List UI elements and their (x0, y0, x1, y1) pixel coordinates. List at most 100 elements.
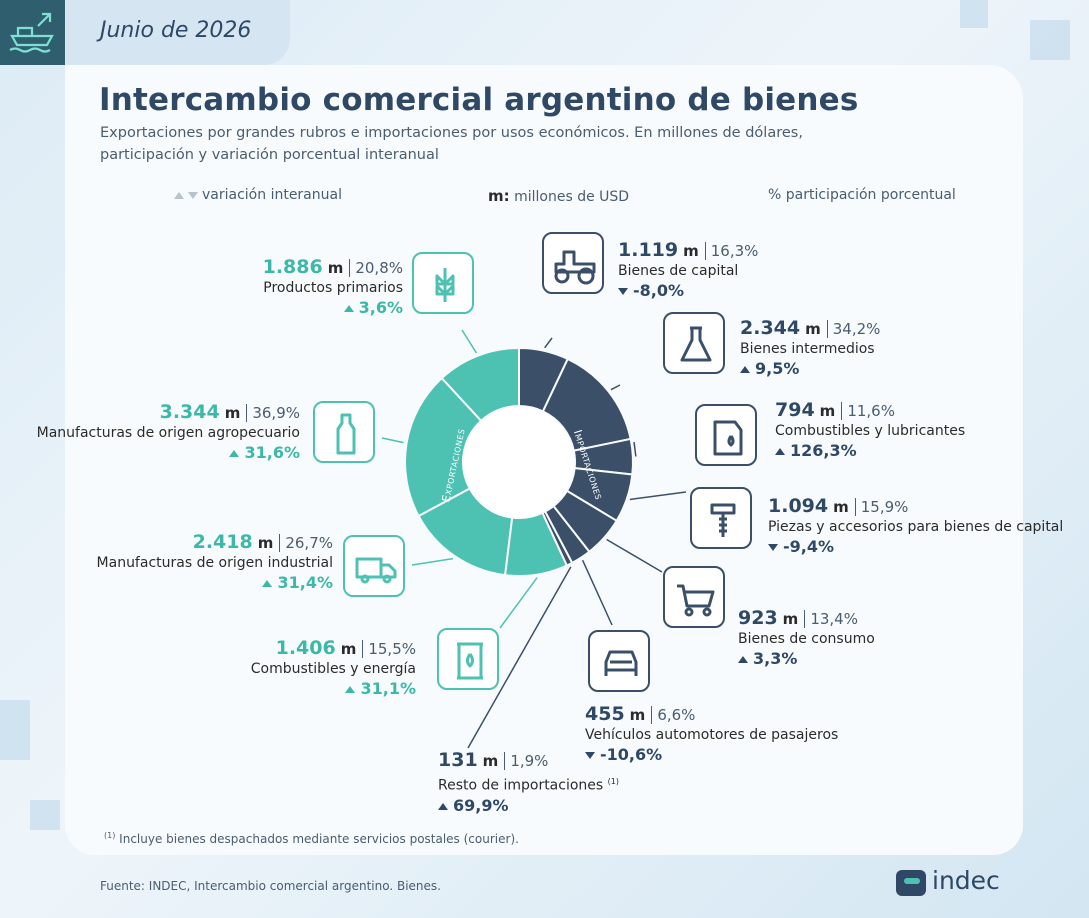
amount: 923 (738, 607, 778, 629)
category-name: Manufacturas de origen agropecuario (0, 425, 300, 442)
share: 36,9% (246, 404, 300, 422)
category-name: Combustibles y energía (116, 661, 416, 678)
amount: 2.418 (192, 531, 253, 553)
label-block: 1.886 m 20,8% Productos primarios 3,6% (103, 255, 403, 319)
change-arrow (738, 656, 748, 663)
change: 3,6% (103, 297, 403, 319)
change-arrow (740, 366, 750, 373)
category-name: Manufacturas de origen industrial (33, 555, 333, 572)
amount: 1.119 (618, 239, 679, 261)
unit: m (340, 640, 357, 658)
change-arrow (768, 544, 778, 551)
leader-line (581, 559, 613, 626)
amount: 455 (585, 703, 625, 725)
share: 34,2% (826, 320, 881, 338)
change-arrow (229, 450, 240, 457)
leader-line (629, 491, 687, 501)
value-line: 131 m 1,9% (438, 748, 738, 773)
decor (960, 0, 988, 28)
legend-share: % participación porcentual (768, 187, 956, 203)
icon-box (663, 566, 725, 628)
category-text: Resto de importaciones (438, 777, 604, 794)
value-line: 2.344 m 34,2% (740, 316, 1040, 341)
logo-mark (896, 870, 926, 896)
amount: 2.344 (740, 317, 801, 339)
value-line: 1.886 m 20,8% (103, 255, 403, 280)
category-text: Bienes de capital (618, 263, 739, 279)
legend-arrows: variación interanual (174, 187, 342, 203)
legend-unit-text: millones de USD (514, 189, 630, 205)
category-name: Bienes de capital (618, 263, 918, 280)
change-arrow (585, 752, 595, 759)
icon (554, 250, 596, 285)
category-text: Vehículos automotores de pasajeros (585, 727, 839, 743)
value-line: 2.418 m 26,7% (33, 530, 333, 555)
icon-box (313, 401, 375, 463)
change: -9,4% (768, 536, 1068, 558)
decor (1030, 20, 1070, 60)
category-text: Combustibles y energía (250, 661, 416, 677)
change-arrow (343, 305, 354, 312)
donut-segment (504, 511, 569, 577)
leader-line (467, 566, 572, 749)
icon (457, 642, 483, 680)
legend-unit: m: millones de USD (488, 187, 629, 205)
label-block: 923 m 13,4% Bienes de consumo 3,3% (738, 606, 1038, 670)
category-name: Vehículos automotores de pasajeros (585, 727, 885, 744)
label-block: 2.344 m 34,2% Bienes intermedios 9,5% (740, 316, 1040, 380)
unit: m (224, 404, 241, 422)
donut-segment (541, 510, 574, 567)
date-tab (65, 0, 290, 65)
change-arrow (618, 288, 628, 295)
icon (336, 413, 356, 455)
share: 1,9% (504, 752, 549, 770)
subtitle: Exportaciones por grandes rubros e impor… (100, 125, 803, 141)
change-arrow (262, 580, 273, 587)
header-icon (0, 0, 65, 65)
change: -10,6% (585, 744, 885, 766)
icon-box (588, 630, 650, 692)
category-text: Bienes de consumo (738, 631, 875, 647)
share: 16,3% (704, 242, 759, 260)
change-label: 31,6% (244, 443, 300, 462)
unit: m (683, 242, 699, 260)
value-line: 1.119 m 16,3% (618, 238, 918, 263)
value-line: 1.094 m 15,9% (768, 494, 1068, 519)
change: 126,3% (775, 440, 1075, 462)
category-text: Productos primarios (263, 280, 403, 296)
category-name: Piezas y accesorios para bienes de capit… (768, 519, 1068, 536)
category-name: Combustibles y lubricantes (775, 423, 1075, 440)
label-block: 3.344 m 36,9% Manufacturas de origen agrope… (0, 400, 300, 464)
unit: m (482, 752, 499, 770)
change: 31,4% (33, 572, 333, 594)
category-text: Piezas y accesorios para bienes de capit… (768, 519, 1064, 535)
decor (30, 800, 60, 830)
change-label: 69,9% (453, 795, 509, 815)
leader-line (499, 577, 538, 629)
donut-segment (417, 487, 514, 577)
label-block: 455 m 6,6% Vehículos automotores de pasajer… (585, 702, 885, 766)
value-line: 455 m 6,6% (585, 702, 885, 727)
change: 9,5% (740, 358, 1040, 380)
label-block: 794 m 11,6% Combustibles y lubricantes 126,3… (775, 398, 1075, 462)
footnote-text: Incluye bienes despachados mediante serv… (119, 832, 519, 846)
share: 11,6% (841, 402, 895, 420)
footnote-marker: (1) (607, 777, 619, 786)
icon-box (663, 312, 725, 374)
change: 3,3% (738, 648, 1038, 670)
leader-line (610, 384, 621, 391)
leader-line (606, 538, 663, 573)
share: 20,8% (349, 259, 403, 277)
logo: indec (932, 866, 1000, 895)
source: Fuente: INDEC, Intercambio comercial arg… (100, 879, 441, 893)
unit: m (805, 320, 821, 338)
icon-box (690, 487, 752, 549)
category-text: Bienes intermedios (740, 341, 875, 357)
change-arrow (438, 802, 448, 810)
donut-hole (464, 407, 574, 517)
change-arrow (345, 686, 356, 693)
change-label: 3,6% (358, 298, 403, 317)
change-label: 3,3% (753, 649, 798, 668)
change-label: -9,4% (783, 537, 835, 556)
